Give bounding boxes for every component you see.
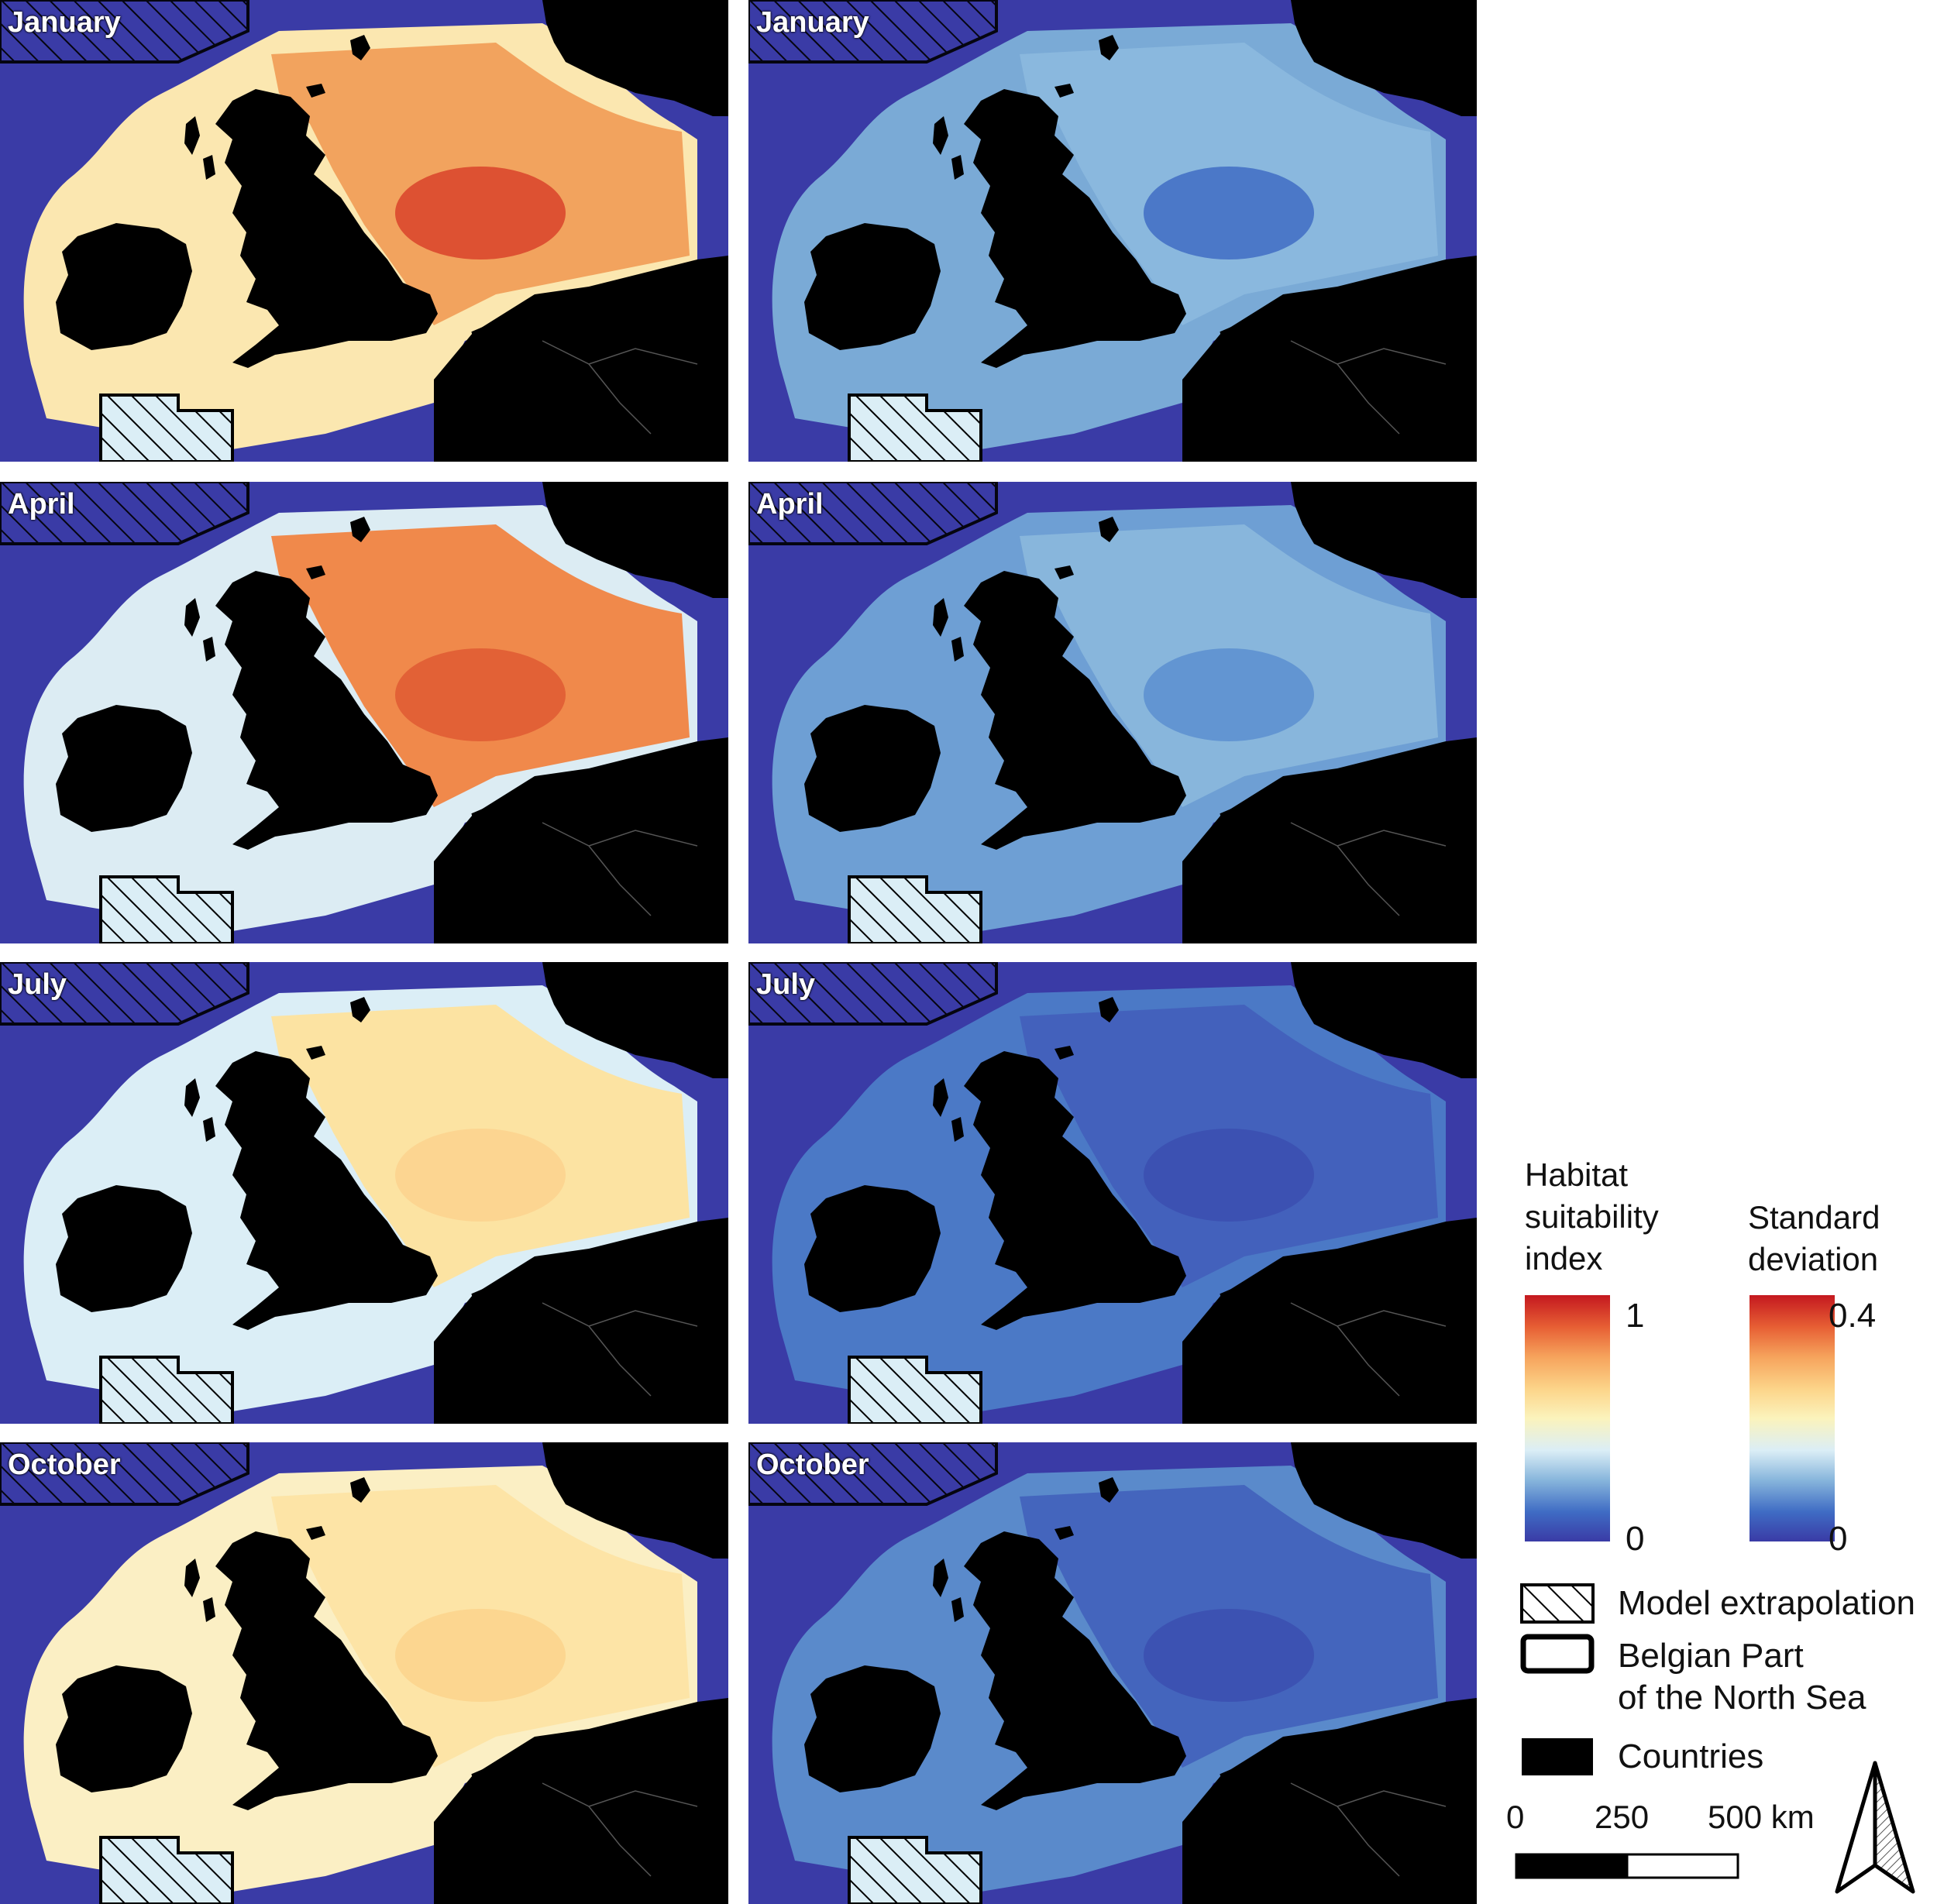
model-extrapolation-label: Model extrapolation — [1618, 1584, 1916, 1622]
legend-countries: Countries — [1520, 1734, 1763, 1780]
sd-title-line: deviation — [1748, 1241, 1879, 1277]
month-label: January — [756, 6, 869, 39]
bpns-label-line: Belgian Part — [1618, 1637, 1804, 1675]
month-label: April — [756, 488, 824, 521]
month-label: January — [8, 6, 121, 39]
hsi-max-label: 1 — [1626, 1297, 1645, 1335]
extrapolation-area-north — [748, 0, 998, 64]
land-swatch-icon — [1522, 1738, 1593, 1775]
countries-label: Countries — [1618, 1737, 1764, 1775]
bpns-outline — [471, 1283, 515, 1318]
country-borders — [542, 822, 698, 916]
legend-model-extrapolation: Model extrapolation — [1520, 1580, 1915, 1627]
hotspot-area — [1144, 648, 1314, 741]
bpns-outline — [471, 1763, 515, 1799]
outline-swatch-icon — [1520, 1634, 1595, 1674]
hotspot-area — [395, 1609, 566, 1702]
map-panel-sd-october: October — [748, 1442, 1477, 1904]
bpns-label: Belgian Part of the North Sea — [1618, 1635, 1866, 1719]
extrapolation-area-north — [0, 0, 249, 64]
map-panel-sd-january: January — [748, 0, 1477, 462]
scale-tick-500: 500 km — [1708, 1799, 1815, 1835]
country-borders — [542, 1782, 698, 1877]
hsi-title-line: index — [1525, 1240, 1603, 1277]
sd-title-line: Standard — [1748, 1199, 1880, 1236]
bpns-label-line: of the North Sea — [1618, 1679, 1866, 1717]
map-panel-hsi-july: July — [0, 962, 728, 1424]
bpns-outline — [471, 802, 515, 838]
country-borders — [542, 340, 698, 435]
hsi-color-ramp — [1525, 1295, 1610, 1541]
map-hsi-july — [0, 962, 728, 1424]
month-label: April — [8, 488, 75, 521]
map-hsi-april — [0, 482, 728, 943]
hatch-swatch-icon — [1520, 1583, 1595, 1624]
hotspot-area — [395, 167, 566, 259]
sd-color-ramp — [1749, 1295, 1835, 1541]
country-borders — [1290, 822, 1447, 916]
bpns-outline — [471, 321, 515, 356]
hsi-min-label: 0 — [1626, 1520, 1645, 1558]
hotspot-area — [1144, 1609, 1314, 1702]
bpns-outline — [1220, 802, 1264, 838]
hsi-title-line: suitability — [1525, 1198, 1659, 1235]
hotspot-area — [395, 648, 566, 741]
bpns-outline — [1220, 1763, 1264, 1799]
extrapolation-area-north — [748, 1442, 998, 1506]
extrapolation-area-north — [0, 1442, 249, 1506]
month-label: July — [8, 968, 67, 1001]
map-sd-october — [748, 1442, 1477, 1904]
map-sd-july — [748, 962, 1477, 1424]
hotspot-area — [395, 1129, 566, 1222]
map-hsi-october — [0, 1442, 728, 1904]
month-label: October — [756, 1449, 869, 1481]
month-label: July — [756, 968, 816, 1001]
extrapolation-area-north — [748, 962, 998, 1026]
hotspot-area — [1144, 1129, 1314, 1222]
map-panel-hsi-april: April — [0, 482, 728, 943]
country-borders — [1290, 340, 1447, 435]
scale-tick-0: 0 — [1506, 1799, 1525, 1835]
extrapolation-area-north — [0, 482, 249, 545]
bpns-outline — [1220, 321, 1264, 356]
hsi-legend-title: Habitat suitability index — [1525, 1154, 1659, 1280]
map-panel-hsi-january: January — [0, 0, 728, 462]
country-borders — [1290, 1302, 1447, 1397]
map-panel-sd-april: April — [748, 482, 1477, 943]
map-hsi-january — [0, 0, 728, 462]
sd-max-label: 0.4 — [1829, 1297, 1877, 1335]
bpns-outline — [1220, 1283, 1264, 1318]
scale-tick-250: 250 — [1595, 1799, 1650, 1835]
north-arrow-icon — [1835, 1761, 1915, 1894]
map-panel-hsi-october: October — [0, 1442, 728, 1904]
sd-min-label: 0 — [1829, 1520, 1848, 1558]
hotspot-area — [1144, 167, 1314, 259]
month-label: October — [8, 1449, 121, 1481]
map-panel-sd-july: July — [748, 962, 1477, 1424]
extrapolation-area-north — [748, 482, 998, 545]
sd-legend-title: Standard deviation — [1748, 1197, 1880, 1280]
map-sd-january — [748, 0, 1477, 462]
map-sd-april — [748, 482, 1477, 943]
legend-bpns: Belgian Part of the North Sea — [1520, 1631, 1866, 1724]
hsi-title-line: Habitat — [1525, 1156, 1629, 1193]
scale-bar — [1515, 1853, 1739, 1879]
extrapolation-area-north — [0, 962, 249, 1026]
country-borders — [542, 1302, 698, 1397]
country-borders — [1290, 1782, 1447, 1877]
